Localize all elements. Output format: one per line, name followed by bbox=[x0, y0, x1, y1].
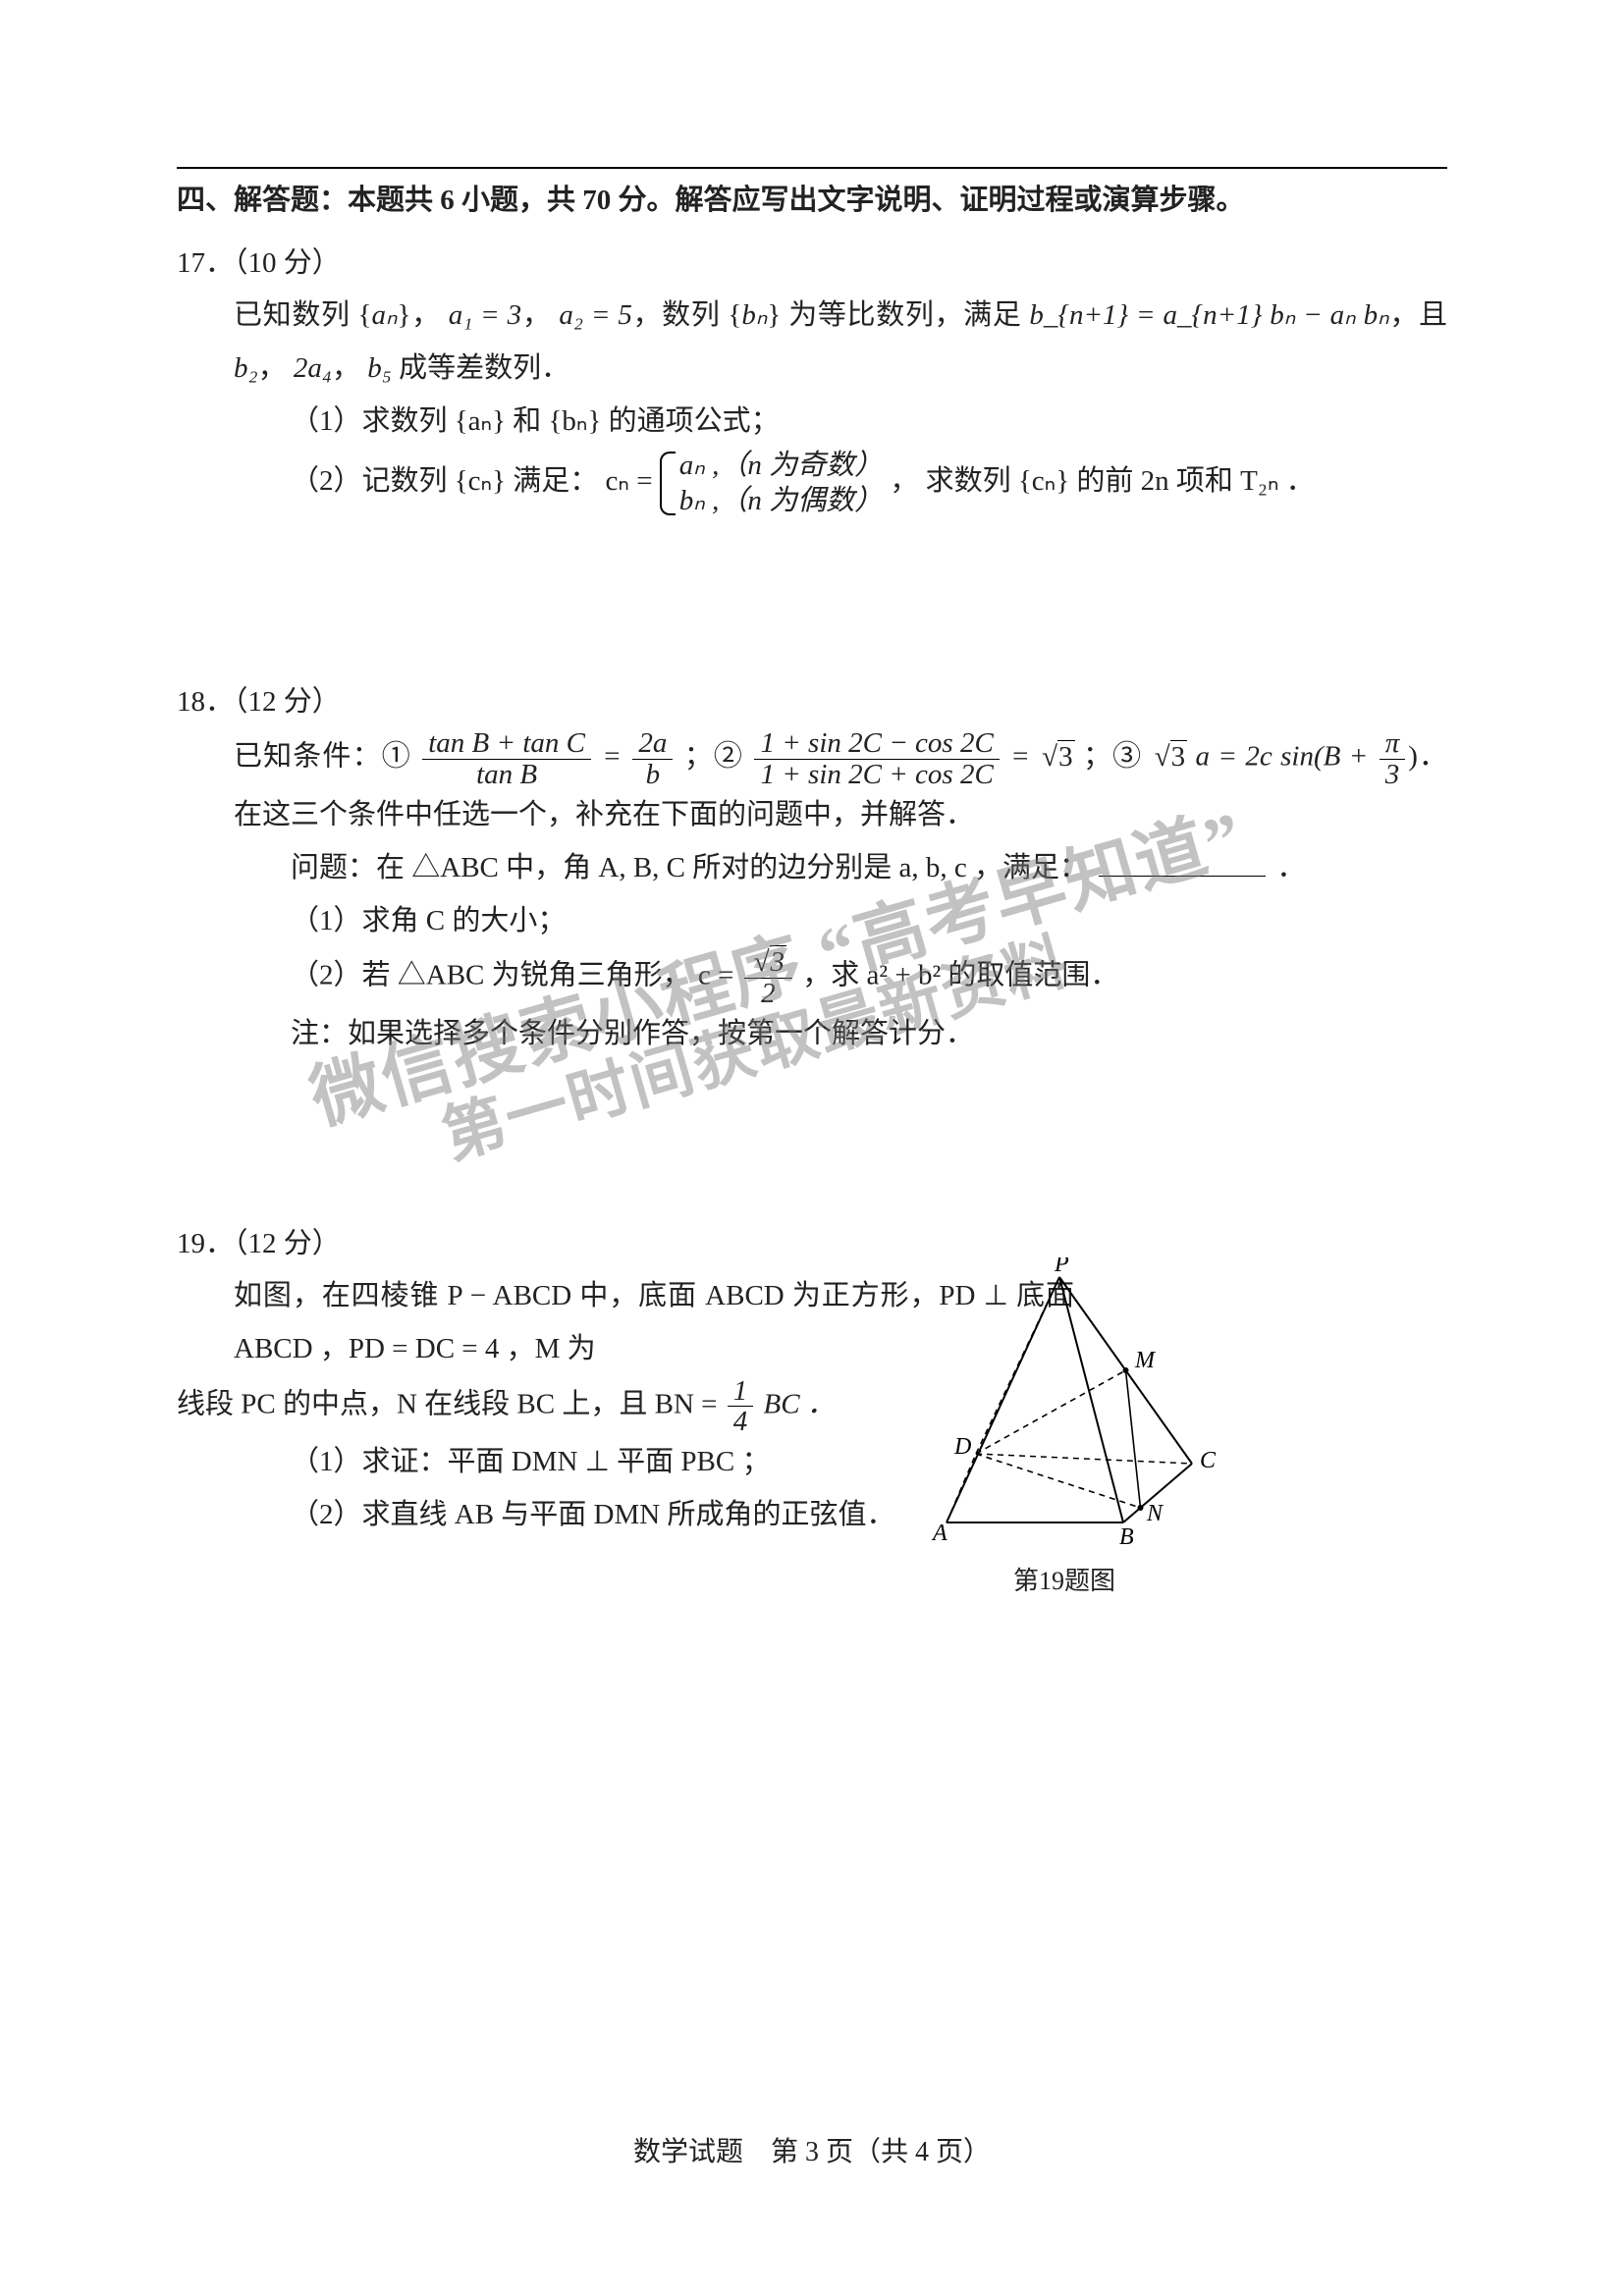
eq: = bbox=[1010, 741, 1038, 773]
q19-stem: 如图，在四棱锥 P − ABCD 中，底面 ABCD 为正方形，PD ⊥ 底面 … bbox=[177, 1270, 1447, 1375]
text: 成等差数列． bbox=[392, 352, 569, 384]
text: 线段 PC 的中点，N 在线段 BC 上，且 BN = bbox=[177, 1388, 725, 1419]
text: 在这三个条件中任选一个，补充在下面的问题中，并解答． bbox=[234, 799, 974, 830]
q19-p1: （1）求证：平面 DMN ⊥ 平面 PBC ； bbox=[177, 1436, 1447, 1489]
q17-stem: 已知数列 {aₙ}， a₁ = 3， a₂ = 5，数列 {bₙ} 为等比数列，… bbox=[177, 290, 1447, 395]
q18-p2: （2）若 △ABC 为锐角三角形， c = 3 2 ，求 a² + b² 的取值… bbox=[177, 947, 1447, 1008]
page-footer: 数学试题 第 3 页（共 4 页） bbox=[0, 2127, 1624, 2178]
spacer bbox=[177, 519, 1447, 667]
den: 3 bbox=[1380, 759, 1406, 789]
fill-in-blank[interactable] bbox=[1099, 845, 1266, 876]
sep: ；② bbox=[684, 741, 752, 773]
q19-fig-caption: 第19题图 bbox=[888, 1558, 1241, 1605]
text: ，且 bbox=[1389, 299, 1447, 331]
b5: b₅ bbox=[367, 352, 392, 384]
b2: b₂ bbox=[234, 352, 258, 384]
num: 3 bbox=[744, 947, 792, 977]
text: 问题：在 △ABC 中，角 A, B, C 所对的边分别是 a, b, c ，满… bbox=[291, 852, 1088, 883]
text: （2）若 △ABC 为锐角三角形， c = bbox=[291, 960, 741, 991]
lbl-C: C bbox=[1200, 1448, 1217, 1473]
an: aₙ bbox=[371, 299, 397, 331]
q18-problem: 问题：在 △ABC 中，角 A, B, C 所对的边分别是 a, b, c ，满… bbox=[177, 842, 1447, 895]
lbl-B: B bbox=[1119, 1524, 1134, 1550]
den: 1 + sin 2C + cos 2C bbox=[754, 759, 999, 789]
q18-p1: （1）求角 C 的大小； bbox=[177, 895, 1447, 948]
lbl-A: A bbox=[931, 1521, 947, 1546]
text: ， bbox=[258, 352, 294, 384]
page: 四、解答题：本题共 6 小题，共 70 分。解答应写出文字说明、证明过程或演算步… bbox=[0, 0, 1624, 2296]
piecewise-brace: aₙ ,（n 为奇数） bₙ ,（n 为偶数） bbox=[660, 448, 883, 519]
text: ， bbox=[332, 352, 367, 384]
question-18: 18．（12 分） 已知条件：① tan B + tan C tan B = 2… bbox=[177, 676, 1447, 1061]
c-frac: 3 2 bbox=[744, 947, 792, 1008]
cond1-rhs-frac: 2a b bbox=[632, 728, 673, 789]
q19-line2: 线段 PC 的中点，N 在线段 BC 上，且 BN = 1 4 BC ． bbox=[177, 1376, 1447, 1437]
text: } 为等比数列，满足 bbox=[767, 299, 1029, 331]
rad: 3 bbox=[1057, 740, 1075, 773]
lbl-M: M bbox=[1134, 1348, 1157, 1373]
rad: 3 bbox=[770, 945, 787, 978]
lbl-D: D bbox=[953, 1434, 971, 1460]
rad: 3 bbox=[1170, 740, 1188, 773]
num: π bbox=[1380, 728, 1406, 758]
num: tan B + tan C bbox=[422, 728, 591, 758]
question-19: 19．（12 分） 如图，在四棱锥 P − ABCD 中，底面 ABCD 为正方… bbox=[177, 1218, 1447, 1542]
text: ， bbox=[521, 299, 559, 331]
text: ． bbox=[1277, 852, 1306, 883]
text: BC ． bbox=[764, 1388, 836, 1419]
twoA4: 2a₄ bbox=[294, 352, 332, 384]
q17-part1: （1）求数列 {aₙ} 和 {bₙ} 的通项公式； bbox=[177, 396, 1447, 449]
den: 2 bbox=[744, 978, 792, 1008]
q19-figure: P A B C D M N 第19题图 bbox=[888, 1257, 1241, 1605]
cond3-sqrt: 3 bbox=[1151, 731, 1187, 784]
q18-conditions: 已知条件：① tan B + tan C tan B = 2a b ；② 1 +… bbox=[177, 728, 1447, 842]
q18-num: 18．（12 分） bbox=[177, 676, 1447, 729]
text: （2）记数列 {cₙ} 满足： cₙ = bbox=[291, 465, 660, 497]
text: 已知条件：① bbox=[234, 741, 419, 773]
cond1-lhs-frac: tan B + tan C tan B bbox=[422, 728, 591, 789]
sep: ；③ bbox=[1083, 741, 1151, 773]
text: ，求 a² + b² 的取值范围． bbox=[802, 960, 1118, 991]
cond2-rhs-sqrt: 3 bbox=[1038, 731, 1074, 784]
top-rule bbox=[177, 167, 1447, 169]
den: tan B bbox=[422, 759, 591, 789]
question-17: 17．（10 分） 已知数列 {aₙ}， a₁ = 3， a₂ = 5，数列 {… bbox=[177, 238, 1447, 519]
close: )． bbox=[1408, 741, 1447, 773]
text: a = 2c sin(B + bbox=[1196, 741, 1377, 773]
text: }， bbox=[398, 299, 449, 331]
section-header: 四、解答题：本题共 6 小题，共 70 分。解答应写出文字说明、证明过程或演算步… bbox=[177, 175, 1447, 228]
sqrt-icon: 3 bbox=[750, 947, 786, 977]
cond3-pi-frac: π 3 bbox=[1380, 728, 1406, 789]
lbl-P: P bbox=[1054, 1257, 1069, 1277]
text: 已知数列 { bbox=[234, 299, 371, 331]
q17-num: 17．（10 分） bbox=[177, 238, 1447, 291]
q19-p2: （2）求直线 AB 与平面 DMN 所成角的正弦值． bbox=[177, 1489, 1447, 1542]
num: 1 + sin 2C − cos 2C bbox=[754, 728, 999, 758]
a1: a₁ = 3 bbox=[449, 299, 521, 331]
pyramid-svg: P A B C D M N bbox=[907, 1257, 1221, 1552]
bn-frac: 1 4 bbox=[728, 1376, 754, 1437]
q18-note: 注：如果选择多个条件分别作答，按第一个解答计分． bbox=[177, 1008, 1447, 1061]
rel: b_{n+1} = a_{n+1} bₙ − aₙ bₙ bbox=[1029, 299, 1388, 331]
a2: a₂ = 5 bbox=[559, 299, 631, 331]
den: b bbox=[632, 759, 673, 789]
num: 2a bbox=[632, 728, 673, 758]
brace-bot: bₙ ,（n 为偶数） bbox=[679, 483, 883, 518]
num: 1 bbox=[728, 1376, 754, 1406]
spacer bbox=[177, 1061, 1447, 1208]
den: 4 bbox=[728, 1406, 754, 1436]
brace-top: aₙ ,（n 为奇数） bbox=[679, 448, 883, 483]
eq: = bbox=[602, 741, 629, 773]
lbl-N: N bbox=[1146, 1501, 1164, 1526]
q19-num: 19．（12 分） bbox=[177, 1218, 1447, 1271]
text: ， 求数列 {cₙ} 的前 2n 项和 T₂ₙ ． bbox=[890, 465, 1314, 497]
cond2-lhs-frac: 1 + sin 2C − cos 2C 1 + sin 2C + cos 2C bbox=[754, 728, 999, 789]
q17-part2: （2）记数列 {cₙ} 满足： cₙ = aₙ ,（n 为奇数） bₙ ,（n … bbox=[177, 448, 1447, 519]
text: ，数列 { bbox=[632, 299, 741, 331]
bn: bₙ bbox=[741, 299, 767, 331]
